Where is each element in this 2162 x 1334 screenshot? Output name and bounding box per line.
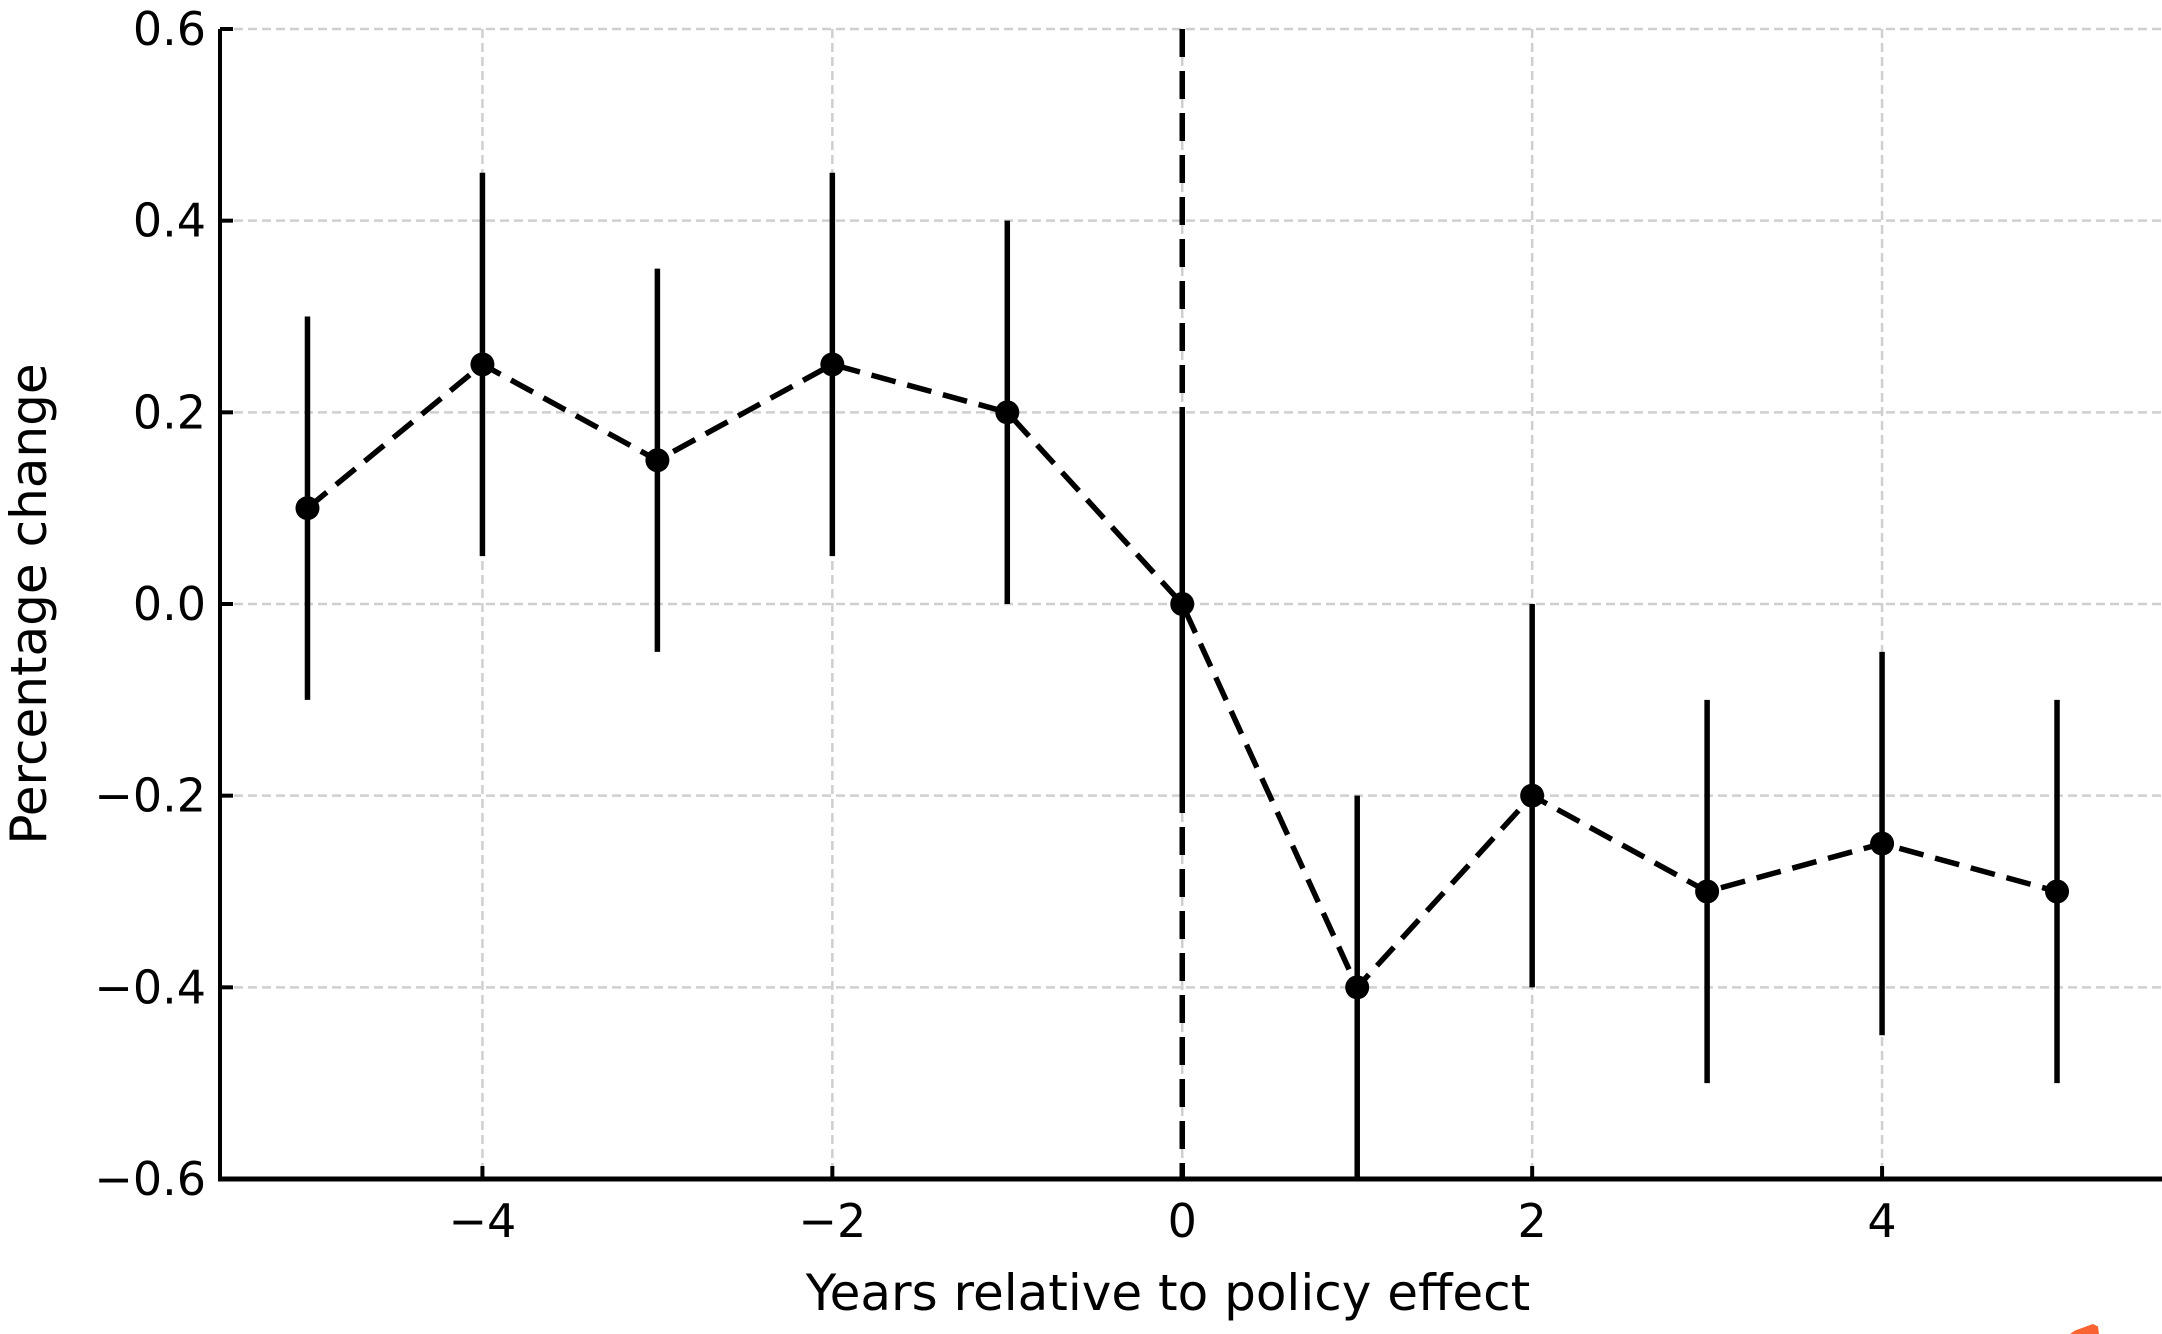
y-tick-label: 0.0 [133,577,206,631]
y-tick-label: −0.6 [94,1152,206,1206]
y-tick-label: −0.4 [94,960,206,1014]
x-tick-label: 2 [1518,1194,1547,1248]
tick-labels: 0.6 0.4 0.2 0.0 −0.2 −0.4 −0.6 −4 −2 0 2 4 [94,2,1896,1248]
y-tick-label: 0.4 [133,194,206,248]
data-point [1520,783,1545,808]
x-tick-label: 4 [1867,1194,1896,1248]
y-tick-label: 0.6 [133,2,206,56]
data-point [295,496,320,521]
y-axis-label: Percentage change [0,363,58,844]
x-axis-label: Years relative to policy effect [805,1264,1531,1322]
data-point [1870,831,1895,856]
data-point [1345,975,1370,1000]
data-point [2045,879,2070,904]
data-point [1170,592,1195,616]
y-tick-label: 0.2 [133,385,206,439]
x-tick-label: −2 [798,1194,866,1248]
x-tick-label: 0 [1168,1194,1197,1248]
data-point [820,352,845,377]
y-tick-label: −0.2 [94,769,206,823]
estimate-line [305,361,2058,993]
axis-ticks [220,27,1885,1181]
data-point [995,400,1020,425]
data-point [470,352,495,377]
data-point-markers [295,352,2070,1000]
x-tick-label: −4 [449,1194,517,1248]
data-point [1695,879,1720,904]
series-line [305,361,2058,993]
orange-corner-artifact [2070,1324,2099,1334]
data-point [645,448,670,473]
